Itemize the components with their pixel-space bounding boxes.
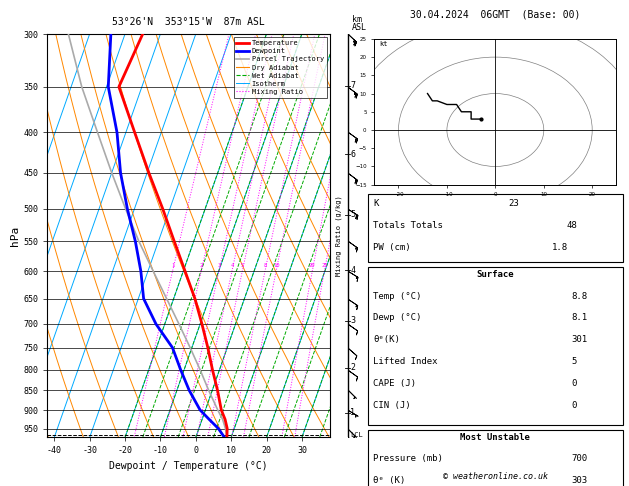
Legend: Temperature, Dewpoint, Parcel Trajectory, Dry Adiabat, Wet Adiabat, Isotherm, Mi: Temperature, Dewpoint, Parcel Trajectory…: [233, 37, 326, 98]
Text: 20: 20: [309, 263, 316, 268]
Text: 48: 48: [567, 221, 577, 230]
Text: 25: 25: [321, 263, 328, 268]
Text: 0: 0: [572, 401, 577, 410]
Text: 3: 3: [350, 316, 355, 325]
Text: km: km: [352, 15, 362, 24]
Text: Lifted Index: Lifted Index: [373, 357, 438, 366]
Text: ASL: ASL: [352, 23, 367, 32]
Text: 8: 8: [264, 263, 267, 268]
Text: © weatheronline.co.uk: © weatheronline.co.uk: [443, 472, 548, 481]
Text: 7: 7: [350, 81, 355, 90]
Text: 700: 700: [572, 454, 588, 464]
Text: Surface: Surface: [477, 270, 514, 279]
Text: Pressure (mb): Pressure (mb): [373, 454, 443, 464]
Text: 8.8: 8.8: [572, 292, 588, 301]
Text: Mixing Ratio (g/kg): Mixing Ratio (g/kg): [336, 195, 342, 276]
Text: θᵉ(K): θᵉ(K): [373, 335, 400, 345]
Text: 5: 5: [572, 357, 577, 366]
Text: 303: 303: [572, 476, 588, 486]
Text: Dewp (°C): Dewp (°C): [373, 313, 421, 323]
Text: Most Unstable: Most Unstable: [460, 433, 530, 442]
Text: 5: 5: [350, 210, 355, 220]
Text: 3: 3: [217, 263, 221, 268]
Text: 4: 4: [350, 265, 355, 275]
Text: 4: 4: [230, 263, 233, 268]
Text: θᵉ (K): θᵉ (K): [373, 476, 405, 486]
Text: 1: 1: [350, 408, 355, 417]
Text: 0: 0: [572, 379, 577, 388]
Text: 5: 5: [241, 263, 244, 268]
Text: LCL: LCL: [350, 432, 363, 437]
Text: CIN (J): CIN (J): [373, 401, 411, 410]
Text: kt: kt: [379, 41, 387, 47]
Text: 10: 10: [273, 263, 279, 268]
Text: Temp (°C): Temp (°C): [373, 292, 421, 301]
Text: 1: 1: [171, 263, 174, 268]
Text: 30.04.2024  06GMT  (Base: 00): 30.04.2024 06GMT (Base: 00): [410, 10, 581, 20]
Text: 6: 6: [350, 150, 355, 158]
X-axis label: Dewpoint / Temperature (°C): Dewpoint / Temperature (°C): [109, 461, 268, 471]
Text: K: K: [373, 199, 379, 208]
Text: 301: 301: [572, 335, 588, 345]
Y-axis label: hPa: hPa: [10, 226, 20, 246]
Text: 2: 2: [350, 363, 355, 372]
Text: 23: 23: [508, 199, 519, 208]
Text: Totals Totals: Totals Totals: [373, 221, 443, 230]
Text: PW (cm): PW (cm): [373, 243, 411, 252]
Text: 8.1: 8.1: [572, 313, 588, 323]
Text: 1.8: 1.8: [552, 243, 567, 252]
Text: 53°26'N  353°15'W  87m ASL: 53°26'N 353°15'W 87m ASL: [113, 17, 265, 27]
Text: CAPE (J): CAPE (J): [373, 379, 416, 388]
Text: 2: 2: [199, 263, 203, 268]
